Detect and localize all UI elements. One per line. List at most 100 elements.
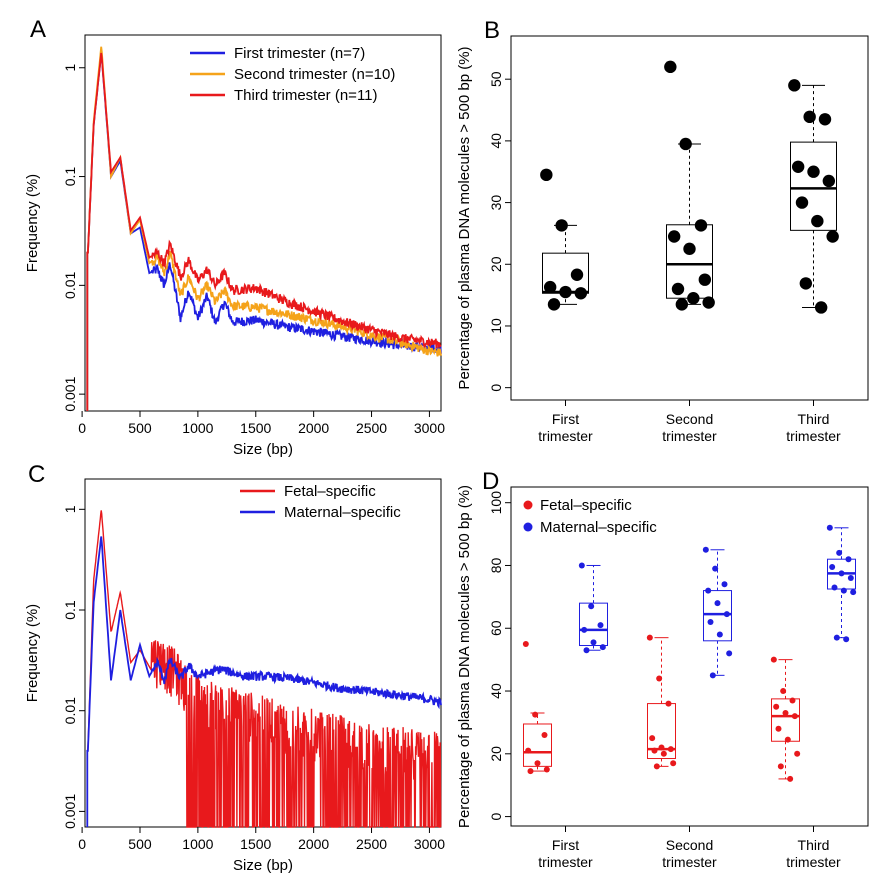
x-category-label: First [552,837,579,853]
x-tick-label: 0 [78,836,86,852]
data-point [555,219,568,232]
data-point [777,763,784,770]
x-category-label: trimester [662,428,717,444]
x-tick-label: 3000 [414,836,445,852]
plot-frame [84,34,442,412]
legend-entry: Fetal–specific [540,497,632,514]
x-tick-label: 0 [78,420,86,436]
y-tick-label: 60 [488,620,504,636]
y-tick-label: 1 [62,505,78,513]
data-point [723,611,730,618]
x-tick-label: 1500 [240,420,271,436]
x-tick-label: 3000 [414,420,445,436]
y-tick-label: 1 [62,64,78,72]
data-point [588,603,595,610]
x-category-label: Third [798,411,830,427]
data-point [583,647,590,654]
x-category-label: trimester [538,854,593,870]
data-point [581,626,588,633]
data-point [795,196,809,209]
data-point [707,618,714,625]
y-tick-label: 0.01 [62,272,78,299]
data-point [702,296,715,309]
box [579,602,608,647]
legend-entry: Fetal–specific [284,483,376,500]
y-axis-label: Frequency (%) [24,174,41,272]
data-point [814,301,828,314]
data-point [770,656,777,663]
y-tick-label: 40 [488,133,504,149]
data-point [714,600,721,607]
data-point [527,768,534,775]
legend-entry: Second trimester (n=10) [234,66,395,83]
data-point [570,268,584,281]
data-point [838,570,845,577]
x-tick-label: 2500 [356,420,387,436]
y-tick-label: 50 [488,71,504,87]
x-tick-label: 2500 [356,836,387,852]
box [647,703,676,760]
data-point [789,697,796,704]
data-point [671,282,685,296]
panel-letter-b: B [484,17,500,44]
legend-swatch [523,522,533,532]
legend-entry: Maternal–specific [284,504,401,521]
data-point [845,556,852,563]
x-tick-label: 500 [128,836,152,852]
x-tick-label: 1500 [240,836,271,852]
data-point [578,562,585,569]
box [523,723,552,767]
y-tick-label: 80 [488,557,504,573]
data-point [646,634,653,641]
data-point [540,168,553,182]
y-tick-label: 0.001 [62,376,78,411]
panel-c: C 0 500 1000 1500 2000 2500 3000 0.001 0.01 0.1 1 Si… [24,461,445,874]
y-tick-label: 20 [488,746,504,762]
data-point [840,587,847,594]
y-tick-label: 30 [488,195,504,211]
data-point [788,79,801,92]
data-point [574,287,588,300]
data-point [649,735,656,742]
data-point [670,760,677,767]
y-axis-label: Percentage of plasma DNA molecules > 500… [456,46,473,389]
data-point [698,273,712,286]
data-point [780,688,787,695]
data-point [799,277,813,290]
data-point [850,589,857,596]
legend-entry: Maternal–specific [540,519,657,536]
y-tick-label: 0.01 [62,697,78,724]
data-point [559,285,572,299]
plot-frame [510,486,869,827]
data-point [826,230,839,243]
data-point [803,110,816,124]
series-line [86,510,442,828]
panel-b: B01020304050FirsttrimesterSecondtrimeste… [456,17,869,444]
data-point [836,549,843,556]
data-point [547,298,561,311]
data-point [794,750,801,757]
data-point [726,650,733,657]
data-point [716,631,723,638]
x-tick-label: 1000 [182,420,213,436]
box [703,590,732,642]
y-tick-label: 20 [488,256,504,272]
panel-d: D020406080100FirsttrimesterSecondtrimest… [456,468,869,870]
data-point [831,584,838,591]
data-point [709,672,716,679]
data-point [847,575,854,582]
data-point [599,644,606,651]
data-point [679,137,692,151]
y-tick-label: 0 [488,384,504,392]
series-line [86,46,442,411]
data-point [702,546,709,553]
y-tick-label: 0.1 [62,600,78,620]
x-category-label: trimester [538,428,593,444]
data-point [683,242,696,256]
panel-a: A 0 500 1000 1500 2000 2500 3000 0.001 0.01 0.1 1 Si… [24,16,445,458]
data-point [784,736,791,743]
data-point [656,675,663,682]
series-line [86,536,442,827]
x-tick-label: 1000 [182,836,213,852]
data-point [705,587,712,594]
